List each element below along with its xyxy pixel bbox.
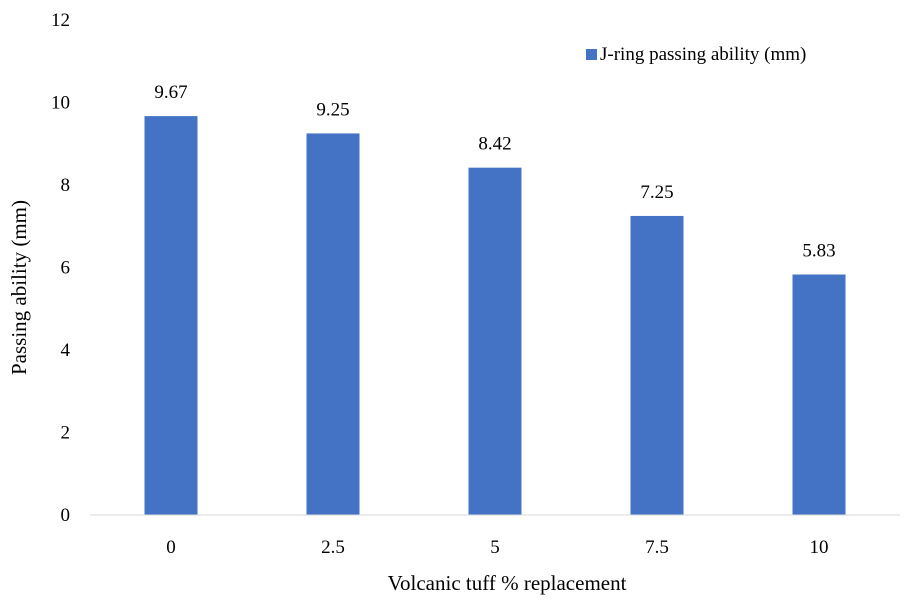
data-label: 8.42 (478, 134, 511, 155)
legend: J-ring passing ability (mm) (586, 44, 806, 65)
y-tick-label: 12 (51, 10, 70, 31)
y-tick-label: 6 (61, 258, 71, 279)
bar (630, 215, 684, 515)
x-tick-label: 10 (810, 537, 829, 558)
y-tick-label: 10 (51, 93, 70, 114)
x-tick-label: 5 (490, 537, 500, 558)
data-label: 9.67 (154, 82, 187, 103)
data-label: 9.25 (316, 99, 349, 120)
legend-swatch (586, 49, 597, 60)
y-axis-ticks: 0 2 4 6 8 10 12 (51, 10, 71, 526)
bar (792, 274, 846, 515)
x-axis-title: Volcanic tuff % replacement (388, 571, 627, 595)
x-tick-label: 2.5 (321, 537, 345, 558)
x-tick-label: 7.5 (645, 537, 669, 558)
bars (144, 116, 846, 516)
bar (468, 167, 522, 516)
y-tick-label: 0 (61, 505, 71, 526)
bar (144, 116, 198, 516)
data-label: 7.25 (640, 182, 673, 203)
x-tick-label: 0 (166, 537, 176, 558)
x-axis-ticks: 0 2.5 5 7.5 10 (166, 537, 828, 558)
bar (306, 133, 360, 515)
legend-entry: J-ring passing ability (mm) (600, 44, 806, 65)
data-labels: 9.67 9.25 8.42 7.25 5.83 (154, 82, 835, 261)
y-tick-label: 4 (61, 340, 71, 361)
y-tick-label: 2 (61, 423, 71, 444)
data-label: 5.83 (802, 241, 835, 262)
y-axis-title: Passing ability (mm) (7, 200, 31, 375)
y-tick-label: 8 (61, 175, 71, 196)
